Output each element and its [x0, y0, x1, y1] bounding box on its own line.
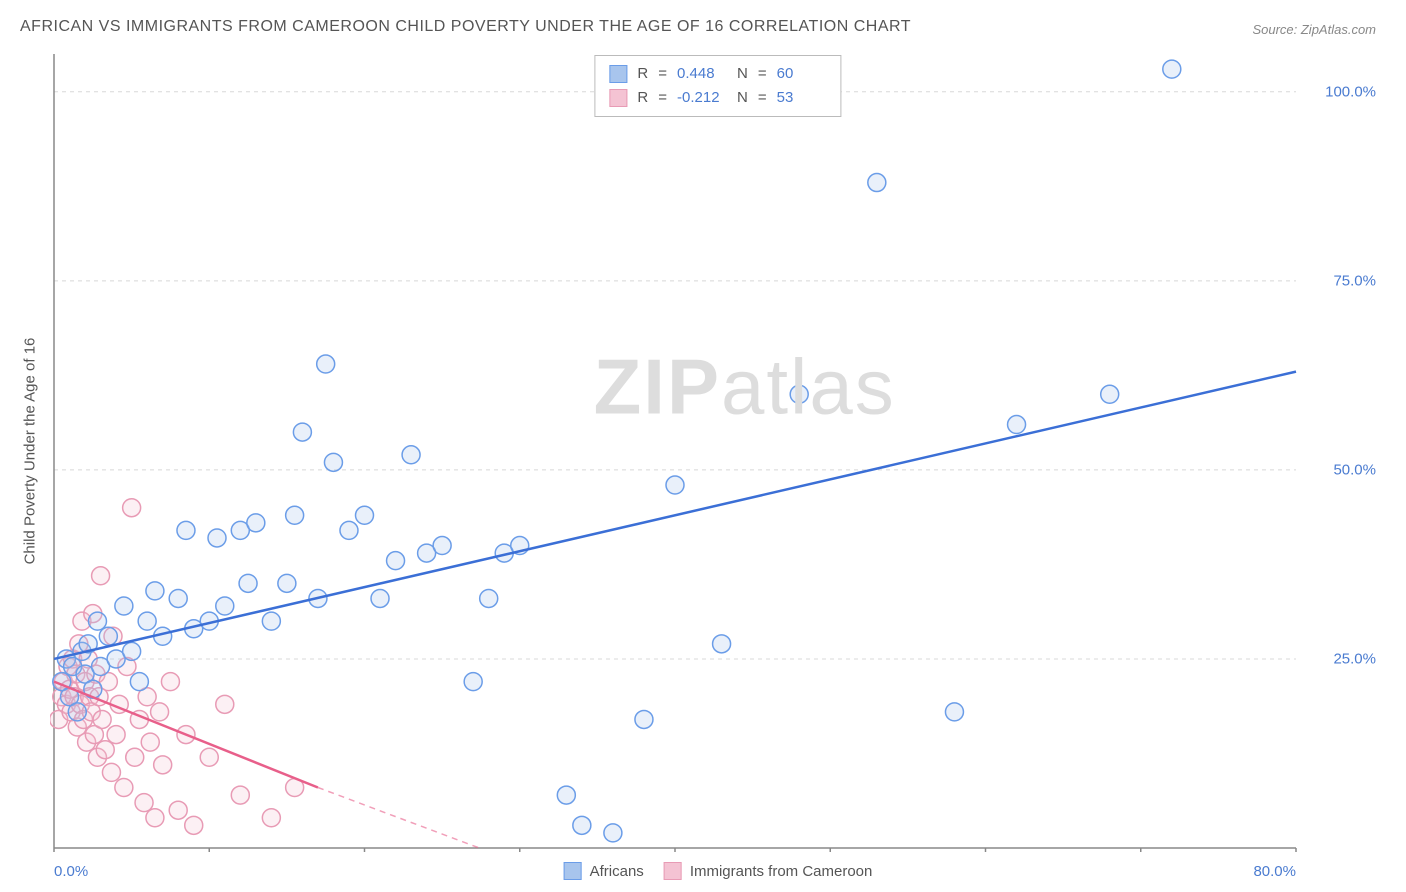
eq-sign-4: =	[758, 86, 767, 110]
eq-sign-3: =	[658, 86, 667, 110]
y-axis-label: Child Poverty Under the Age of 16	[22, 338, 39, 565]
n-label: N	[737, 62, 748, 86]
r-label-2: R	[637, 86, 648, 110]
eq-sign: =	[658, 62, 667, 86]
stats-legend-box: R = 0.448 N = 60 R = -0.212 N = 53	[594, 55, 841, 117]
legend-label-immigrants: Immigrants from Cameroon	[690, 863, 873, 880]
legend-item-immigrants: Immigrants from Cameroon	[664, 862, 873, 880]
source-attribution: Source: ZipAtlas.com	[1252, 22, 1376, 37]
y-tick-label: 100.0%	[1325, 83, 1376, 100]
chart-container: AFRICAN VS IMMIGRANTS FROM CAMEROON CHIL…	[0, 0, 1406, 892]
r-label: R	[637, 62, 648, 86]
legend-item-africans: Africans	[564, 862, 644, 880]
y-tick-label: 50.0%	[1333, 461, 1376, 478]
y-tick-label: 25.0%	[1333, 650, 1376, 667]
y-tick-label: 75.0%	[1333, 272, 1376, 289]
n-value-africans: 60	[777, 62, 827, 86]
swatch-africans	[609, 65, 627, 83]
legend-label-africans: Africans	[590, 863, 644, 880]
r-value-africans: 0.448	[677, 62, 727, 86]
stats-row-immigrants: R = -0.212 N = 53	[609, 86, 826, 110]
scatter-plot	[50, 50, 1386, 852]
r-value-immigrants: -0.212	[677, 86, 727, 110]
stats-row-africans: R = 0.448 N = 60	[609, 62, 826, 86]
chart-area: Child Poverty Under the Age of 16 ZIPatl…	[50, 50, 1386, 852]
swatch-immigrants	[609, 89, 627, 107]
eq-sign-2: =	[758, 62, 767, 86]
x-tick-label: 80.0%	[1253, 863, 1296, 880]
n-label-2: N	[737, 86, 748, 110]
legend-swatch-africans	[564, 862, 582, 880]
bottom-legend: Africans Immigrants from Cameroon	[564, 862, 873, 880]
chart-title: AFRICAN VS IMMIGRANTS FROM CAMEROON CHIL…	[20, 18, 911, 36]
legend-swatch-immigrants	[664, 862, 682, 880]
n-value-immigrants: 53	[777, 86, 827, 110]
x-tick-label: 0.0%	[54, 863, 88, 880]
